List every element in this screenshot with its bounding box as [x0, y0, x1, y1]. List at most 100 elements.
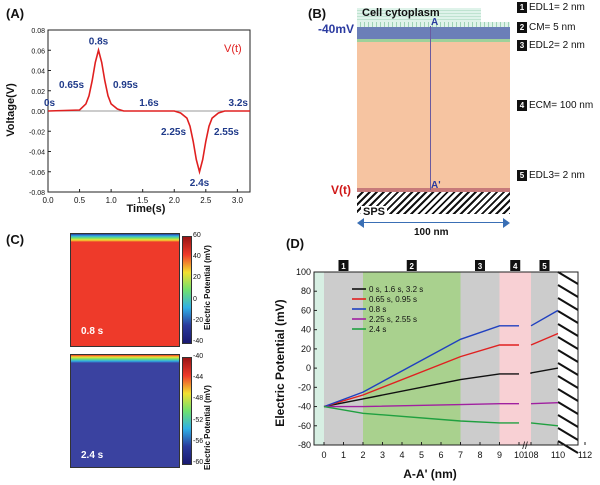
colorbar-08s	[182, 236, 192, 344]
colorbar-tick: 20	[193, 274, 201, 282]
sps-hatch	[557, 336, 579, 350]
colorbar-tick: -60	[193, 459, 204, 466]
region-3	[460, 272, 500, 445]
map-time-08s: 0.8 s	[81, 326, 104, 337]
colorbar-tick: -48	[193, 395, 204, 403]
y-tick-label: 40	[301, 325, 311, 335]
series-line	[530, 309, 559, 327]
vt-label: V(t)	[331, 183, 351, 197]
legend-label: 2.25 s, 2.55 s	[369, 315, 417, 324]
sps-hatch	[557, 388, 579, 402]
series-line	[323, 405, 519, 424]
region-number-box	[406, 260, 417, 271]
series-line	[530, 367, 559, 374]
series-line	[324, 403, 519, 408]
point-a-label: A	[431, 17, 439, 28]
y-tick-label: 20	[301, 344, 311, 354]
x-tick-label: 2.5	[200, 196, 212, 205]
y-tick-label: -60	[298, 421, 311, 431]
sps-hatch	[557, 427, 579, 441]
colorbar-title-24s: Electric Potential (mV)	[203, 385, 212, 470]
potential-map-08s: 0.8 s	[70, 233, 180, 347]
layer-1-annotation: 1 EDL1= 2 nm	[517, 2, 585, 13]
edl1-layer	[357, 22, 510, 27]
y-tick-label: 0.06	[31, 48, 45, 55]
width-arrow	[357, 218, 510, 228]
panel-label-d: (D)	[286, 236, 305, 251]
region-number: 3	[478, 262, 483, 271]
voltage-chart: 0.0 0.5 1.0 1.5 2.0 2.5 3.0 0.08 0.06 0.04 0.02 0.0…	[5, 28, 251, 215]
x-tick-label: 4	[399, 450, 404, 460]
x-tick-label: 0.5	[74, 196, 86, 205]
layer-2-annotation: 2 CM= 5 nm	[517, 22, 575, 33]
map-time-24s: 2.4 s	[81, 450, 104, 461]
y-tick-label: 0.00	[31, 109, 45, 116]
colorbar-tick: 0	[193, 295, 197, 303]
cm-layer	[357, 27, 510, 39]
time-annotation: 2.55s	[214, 127, 239, 138]
time-annotation: 1.6s	[139, 98, 159, 109]
time-annotation: 2.4s	[190, 178, 210, 189]
x-tick-label: 110	[551, 450, 565, 460]
region-number-box	[475, 260, 485, 271]
time-annotation: 0s	[44, 98, 56, 109]
time-annotation: 0.95s	[113, 80, 138, 91]
cytoplasm-label: Cell cytoplasm	[362, 7, 440, 19]
colorbar-title-08s: Electric Potential (mV)	[203, 245, 212, 330]
series-line	[323, 325, 519, 408]
region-number-box	[539, 260, 550, 271]
colorbar-24s	[182, 357, 192, 465]
x-tick-label: 10	[514, 450, 524, 460]
region-number-box	[338, 260, 349, 271]
y-tick-label: 100	[296, 267, 311, 277]
sps-hatch	[557, 310, 579, 324]
region-5	[531, 272, 558, 445]
x-tick-label: 0.0	[42, 196, 54, 205]
series-line	[323, 373, 519, 408]
panel-label-a: (A)	[6, 6, 25, 21]
voltage-x-label: Time(s)	[127, 203, 166, 215]
y-tick-label: 0.08	[31, 28, 45, 35]
y-tick-label: -0.02	[29, 129, 45, 136]
x-tick-label: 3.0	[232, 196, 244, 205]
x-tick-label: 7	[458, 450, 463, 460]
y-tick-label: -80	[298, 440, 311, 450]
sps-hatch	[557, 323, 579, 337]
ecm-layer	[357, 42, 510, 188]
potential-map-24s: 2.4 s	[70, 354, 180, 468]
colorbar-tick: -20	[193, 316, 204, 324]
x-tick-label: 8	[477, 450, 482, 460]
series-line	[323, 344, 519, 408]
y-tick-label: -0.06	[29, 170, 45, 177]
x-tick-label: 3	[380, 450, 385, 460]
time-annotation: 0.65s	[59, 80, 84, 91]
axis-break-mark: //	[522, 441, 528, 452]
sps-label: SPS	[361, 206, 388, 218]
y-tick-label: 0	[306, 363, 311, 373]
colorbar-tick: -56	[193, 437, 204, 445]
sps-hatch	[557, 375, 579, 389]
layer-4-annotation: 4 ECM= 100 nm	[517, 100, 593, 111]
time-annotation: 0.8s	[89, 36, 109, 47]
legend-label: 0.65 s, 0.95 s	[369, 295, 417, 304]
legend-label: 2.4 s	[369, 325, 386, 334]
y-tick-label: 0.04	[31, 69, 45, 76]
y-tick-label: -40	[298, 402, 311, 412]
cut-line-aa	[430, 26, 431, 190]
panel-label-b: (B)	[308, 6, 327, 21]
sps-hatch	[557, 271, 579, 285]
voltage-y-label: Voltage(V)	[5, 83, 17, 137]
x-tick-label: 1.5	[137, 196, 149, 205]
colorbar-tick: 40	[193, 253, 201, 261]
sps-hatch	[557, 284, 579, 298]
legend-label: 0.8 s	[369, 305, 386, 314]
x-tick-label: 6	[438, 450, 443, 460]
colorbar-tick: -40	[193, 353, 204, 360]
region-number-box	[510, 260, 521, 271]
region-2	[363, 272, 461, 445]
y-tick-label: 60	[301, 305, 311, 315]
x-tick-label: 9	[497, 450, 502, 460]
colorbar-tick: -52	[193, 416, 204, 424]
colorbar-tick: -44	[193, 374, 204, 382]
sps-substrate	[357, 192, 510, 214]
